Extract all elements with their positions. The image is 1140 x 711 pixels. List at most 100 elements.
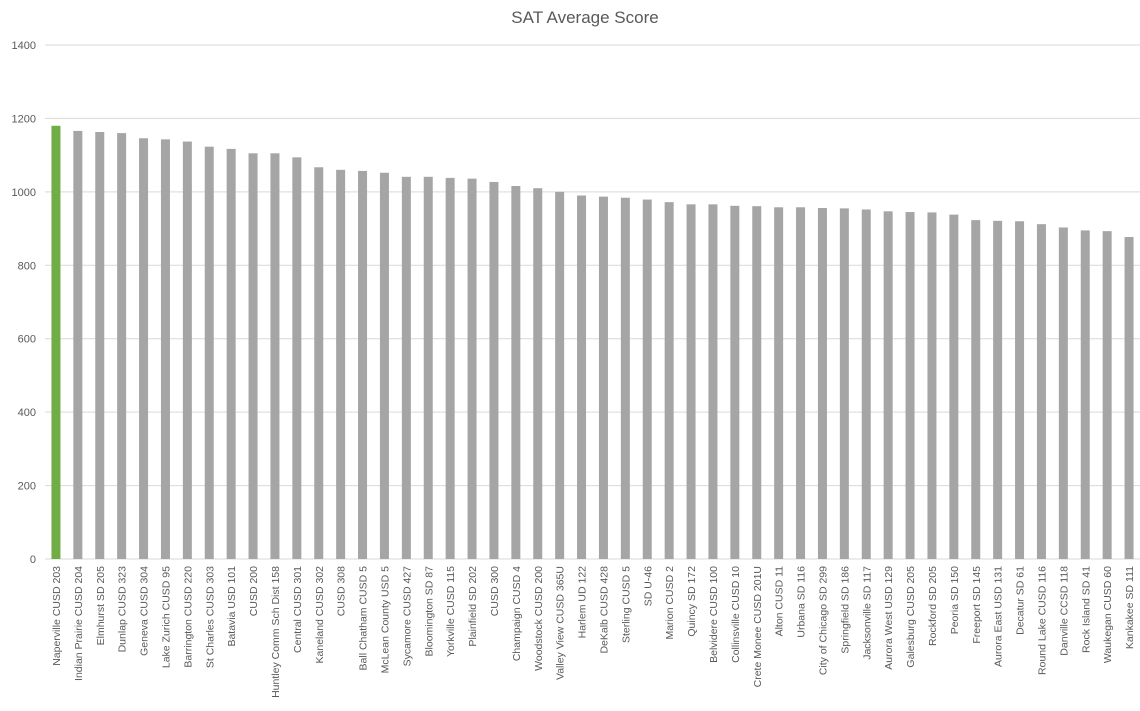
bar — [467, 178, 477, 559]
x-tick-label: Sycamore CUSD 427 — [401, 566, 413, 667]
bar — [1036, 224, 1046, 559]
x-tick-label: Aurora East USD 131 — [993, 566, 1005, 667]
bar — [796, 207, 806, 559]
x-tick-label: CUSD 308 — [336, 566, 348, 616]
x-tick-label: St Charles CUSD 303 — [204, 566, 216, 668]
bar — [949, 214, 959, 559]
x-tick-label: Galesburg CUSD 205 — [905, 566, 917, 668]
bar — [664, 202, 674, 559]
x-tick-label: Indian Prairie CUSD 204 — [73, 566, 85, 681]
bar — [270, 153, 280, 560]
x-tick-label: Sterling CUSD 5 — [620, 566, 632, 643]
x-tick-label: Peoria SD 150 — [949, 566, 961, 634]
y-axis-ticks: 0 200 400 600 800 1000 1200 1400 — [12, 40, 36, 566]
x-tick-label: Aurora West USD 129 — [883, 566, 895, 670]
y-tick-label: 800 — [18, 260, 36, 272]
x-tick-label: CUSD 300 — [489, 566, 501, 616]
bar — [139, 138, 149, 560]
x-tick-label: Lake Zurich CUSD 95 — [160, 566, 172, 668]
bar — [620, 197, 630, 559]
x-tick-label: Marion CUSD 2 — [664, 566, 676, 640]
x-tick-label: Round Lake CUSD 116 — [1036, 566, 1048, 675]
bar — [314, 167, 324, 559]
bar — [292, 157, 302, 560]
x-tick-label: Naperville CUSD 203 — [51, 566, 63, 666]
bar — [204, 146, 214, 559]
x-tick-label: Decatur SD 61 — [1015, 566, 1027, 635]
x-tick-label: Geneva CUSD 304 — [139, 566, 151, 656]
bar — [1015, 221, 1025, 559]
x-tick-label: Central CUSD 301 — [292, 566, 304, 653]
y-tick-label: 1000 — [12, 187, 36, 199]
bar — [117, 133, 127, 559]
bar — [971, 220, 981, 559]
x-tick-label: Rock Island SD 41 — [1080, 566, 1092, 653]
bar — [1124, 237, 1134, 559]
bar — [905, 212, 915, 560]
x-tick-label: CUSD 200 — [248, 566, 260, 616]
x-tick-label: Elmhurst SD 205 — [95, 566, 107, 646]
x-tick-label: Batavia USD 101 — [226, 566, 238, 647]
x-tick-label: Champaign CUSD 4 — [511, 566, 523, 661]
bar — [160, 139, 170, 559]
x-tick-label: Springfield SD 186 — [839, 566, 851, 654]
bar — [1080, 230, 1090, 559]
bar — [358, 170, 368, 559]
bar — [577, 195, 587, 559]
x-tick-label: Plainfield SD 202 — [467, 566, 479, 647]
bar — [511, 185, 521, 560]
y-tick-label: 1400 — [12, 40, 36, 52]
x-tick-label: Bloomington SD 87 — [423, 566, 435, 657]
x-tick-label: Danville CCSD 118 — [1058, 566, 1070, 656]
bar — [861, 209, 871, 560]
x-tick-label: Belvidere CUSD 100 — [708, 566, 720, 663]
bars — [51, 125, 1134, 560]
x-tick-label: Kaneland CUSD 302 — [314, 566, 326, 664]
bar — [555, 191, 565, 559]
x-tick-label: Ball Chatham CUSD 5 — [358, 566, 370, 671]
y-tick-label: 600 — [18, 334, 36, 346]
x-tick-label: Barrington CUSD 220 — [182, 566, 194, 668]
bar — [883, 211, 893, 559]
bar — [401, 176, 411, 559]
x-tick-label: DeKalb CUSD 428 — [598, 566, 610, 654]
bar — [533, 188, 543, 559]
x-tick-label: Huntley Comm Sch Dist 158 — [270, 566, 282, 698]
bar — [686, 204, 696, 559]
bar — [817, 208, 827, 560]
bar — [598, 196, 608, 559]
bar — [445, 177, 455, 560]
bar — [1102, 231, 1112, 560]
y-tick-label: 0 — [30, 554, 36, 566]
x-tick-label: Harlem UD 122 — [577, 566, 589, 639]
bar — [839, 208, 849, 559]
y-tick-label: 1200 — [12, 113, 36, 125]
x-tick-label: Waukegan CUSD 60 — [1102, 566, 1114, 663]
x-tick-label: Collinsville CUSD 10 — [730, 566, 742, 663]
bar — [993, 220, 1003, 559]
x-tick-label: Jacksonville SD 117 — [861, 566, 873, 660]
x-tick-label: SD U-46 — [642, 566, 654, 606]
bar — [730, 205, 740, 559]
x-tick-label: City of Chicago SD 299 — [817, 566, 829, 675]
bar — [182, 141, 192, 559]
bar — [226, 148, 236, 559]
x-tick-label: Woodstock CUSD 200 — [533, 566, 545, 671]
x-tick-label: Rockford SD 205 — [927, 566, 939, 646]
bar — [248, 153, 258, 560]
bar — [95, 132, 105, 559]
bar — [1058, 227, 1068, 559]
x-tick-label: Crete Monee CUSD 201U — [752, 566, 764, 687]
bar — [51, 125, 61, 560]
x-tick-label: Kankakee SD 111 — [1124, 566, 1136, 649]
x-tick-label: Valley View CUSD 365U — [555, 566, 567, 680]
x-tick-label: Alton CUSD 11 — [774, 566, 786, 637]
bar — [336, 169, 346, 560]
x-tick-label: Freeport SD 145 — [971, 566, 983, 644]
x-tick-label: McLean County USD 5 — [379, 566, 391, 674]
bar — [489, 181, 499, 560]
bar — [73, 130, 83, 559]
y-tick-label: 400 — [18, 407, 36, 419]
